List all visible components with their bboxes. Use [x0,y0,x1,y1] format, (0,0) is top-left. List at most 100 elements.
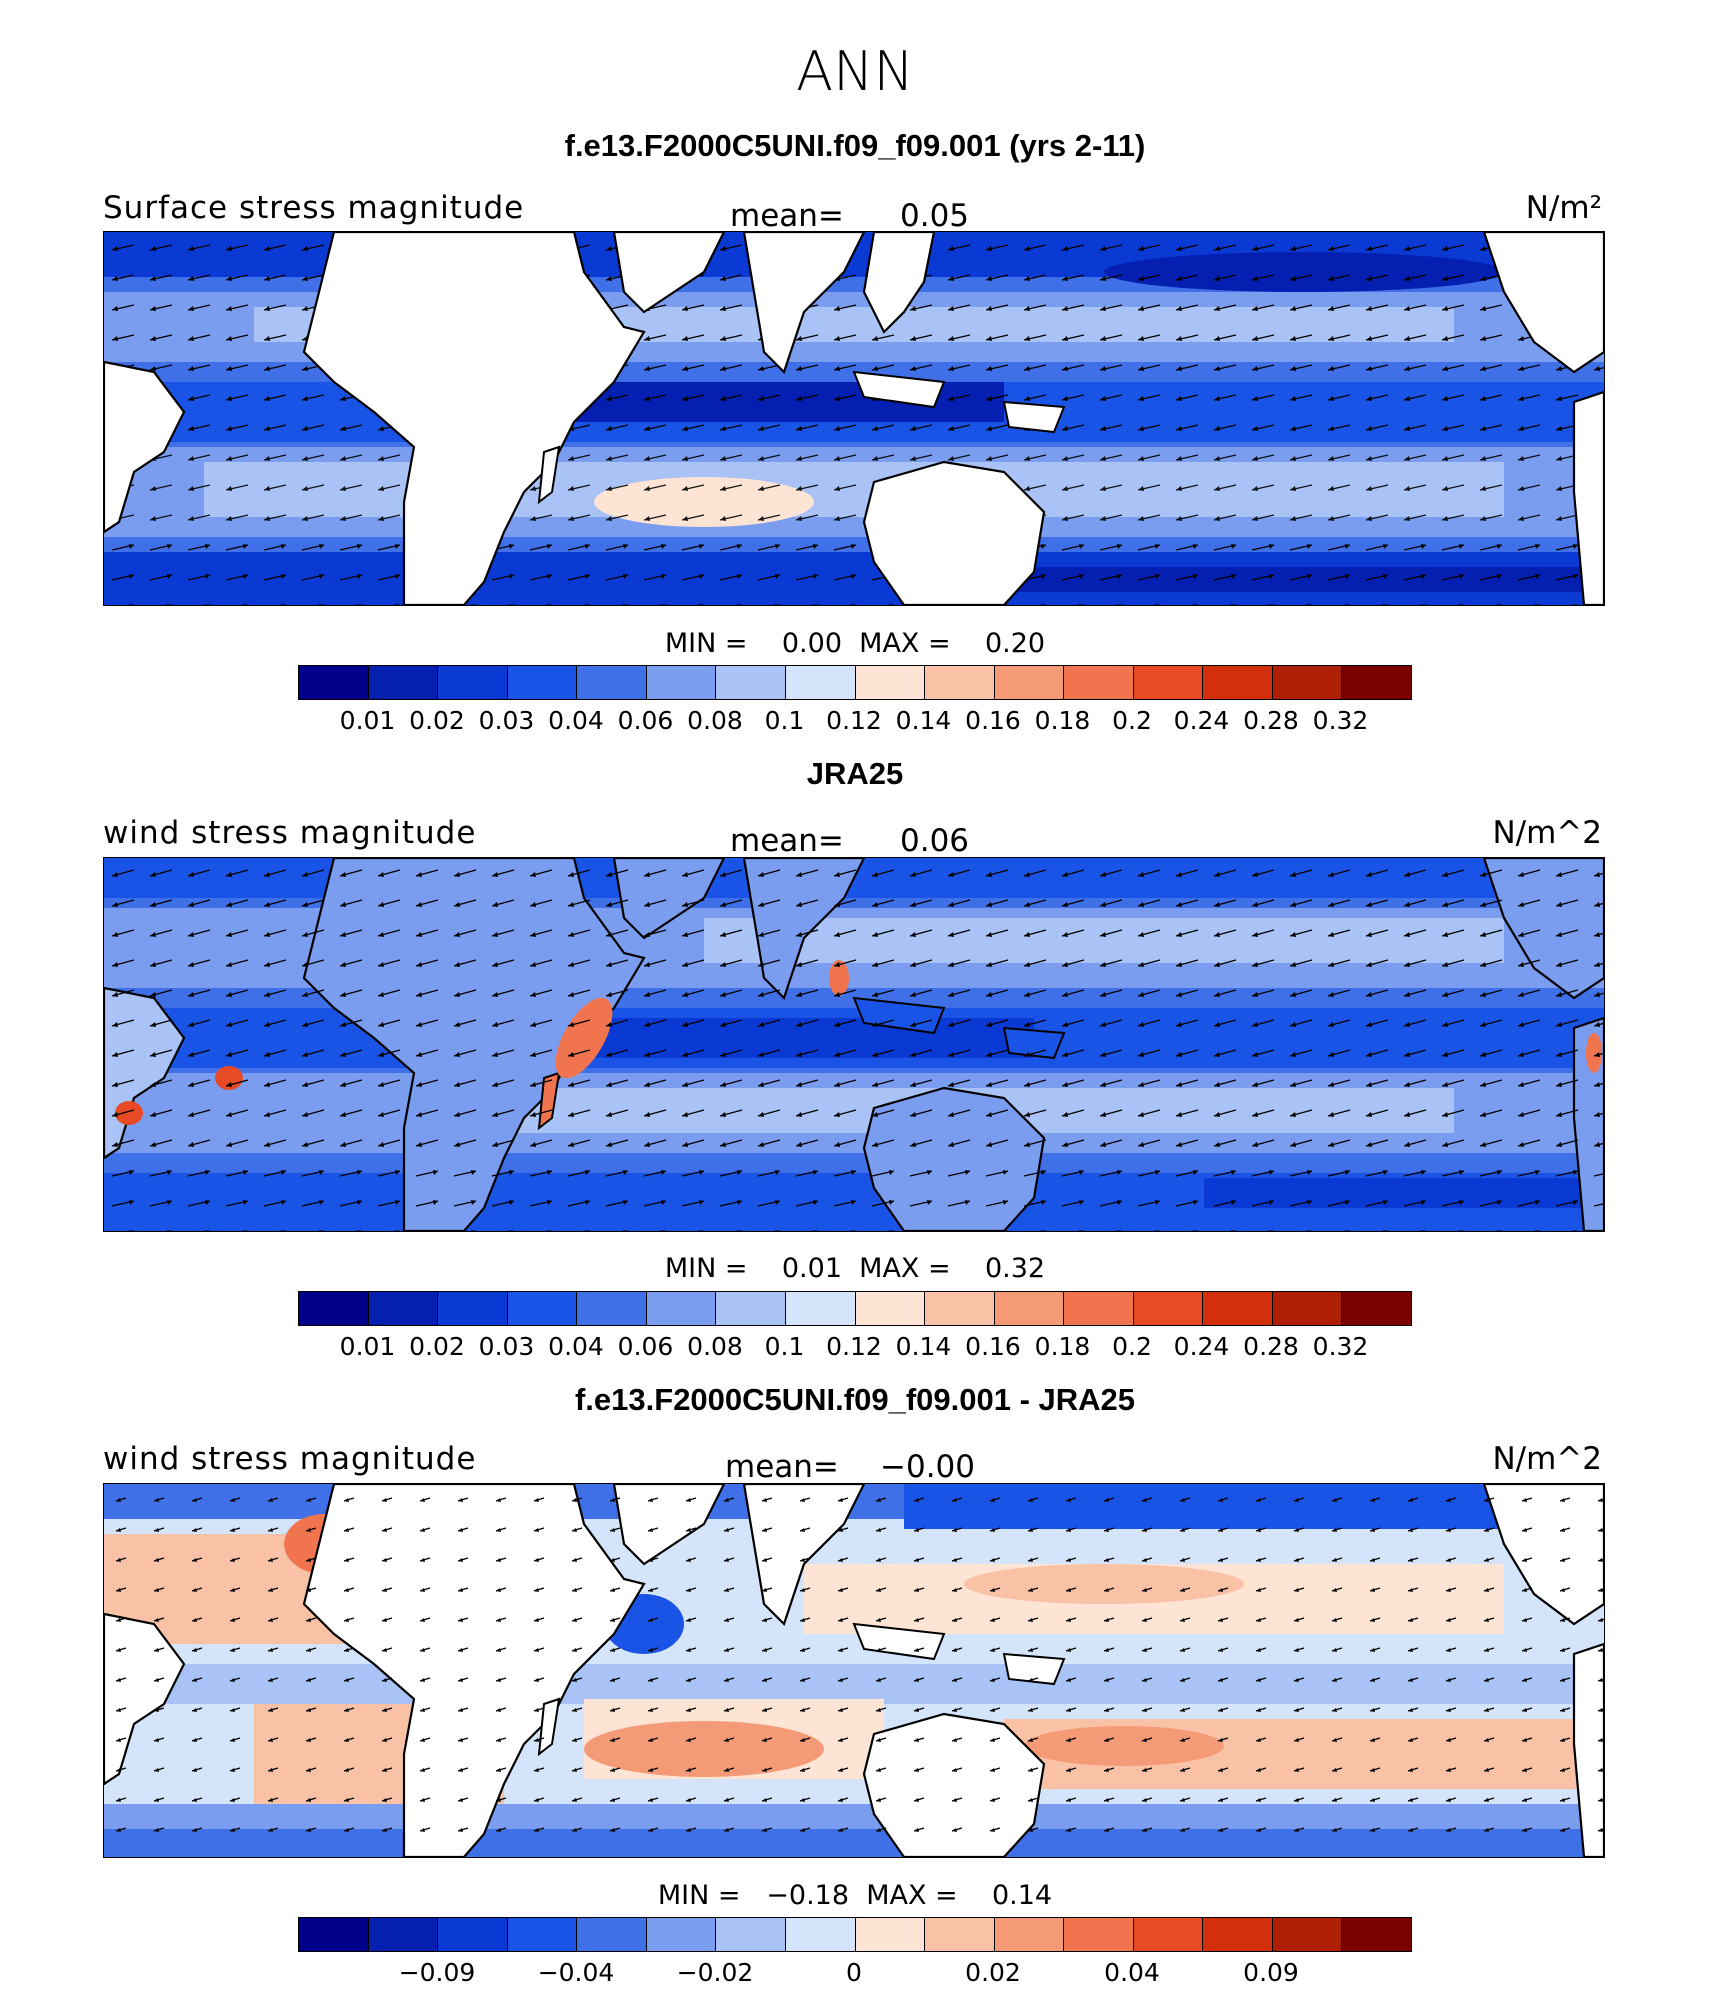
colorbar-swatch [1342,1918,1411,1951]
colorbar-swatch [785,666,856,699]
colorbar-swatch [1203,1292,1273,1325]
colorbar-swatch [577,666,647,699]
panel-1-map [103,231,1605,606]
colorbar-swatch [646,1918,717,1951]
colorbar-swatch [925,666,995,699]
colorbar-swatch [368,666,439,699]
panel-2-units: N/m^2 [1492,815,1602,851]
panel-3-mean-value: −0.00 [880,1449,975,1485]
colorbar-swatch [994,1918,1065,1951]
colorbar-swatch [507,1918,578,1951]
panel-2-variable-label: wind stress magnitude [103,815,477,851]
colorbar-swatch [925,1292,995,1325]
colorbar-tick-label: 0.14 [895,1332,952,1361]
colorbar-swatch [299,666,369,699]
colorbar-tick-label: 0.02 [965,1958,1021,1987]
colorbar-swatch [1272,666,1343,699]
colorbar-tick-label: 0.03 [478,1332,535,1361]
colorbar-tick-label: 0.02 [409,1332,465,1361]
colorbar-swatch [855,1292,926,1325]
panel-3-map [103,1483,1605,1858]
colorbar-swatch [507,1292,578,1325]
colorbar-swatch [994,666,1065,699]
colorbar-swatch [438,666,508,699]
panel-3-colorbar [298,1917,1412,1952]
colorbar-swatch [368,1292,439,1325]
colorbar-swatch [438,1292,508,1325]
panel-3-min-max: MIN = −0.18 MAX = 0.14 [657,1880,1053,1911]
panel-3-map-graphic [104,1484,1604,1857]
colorbar-swatch [1203,1918,1273,1951]
colorbar-tick-label: 0.28 [1243,706,1299,735]
colorbar-tick-label: 0.12 [826,706,882,735]
colorbar-swatch [1133,1918,1204,1951]
panel-1-units: N/m² [1525,190,1602,226]
colorbar-tick-label: −0.04 [537,1958,615,1987]
colorbar-tick-label: −0.02 [676,1958,754,1987]
colorbar-swatch [1272,1918,1343,1951]
colorbar-tick-label: 0.32 [1312,1332,1369,1361]
colorbar-swatch [1342,1292,1411,1325]
colorbar-swatch [925,1918,995,1951]
colorbar-tick-label: 0.09 [1243,1958,1299,1987]
colorbar-tick-label: 0.04 [548,1332,604,1361]
colorbar-swatch [1064,1292,1134,1325]
colorbar-tick-label: 0.04 [1104,1958,1160,1987]
colorbar-tick-label: 0.28 [1243,1332,1299,1361]
colorbar-tick-label: 0.32 [1312,706,1369,735]
colorbar-tick-label: 0.08 [687,1332,743,1361]
panel-3-title: f.e13.F2000C5UNI.f09_f09.001 - JRA25 [574,1382,1136,1417]
figure-title: ANN [796,40,914,103]
colorbar-swatch [438,1918,508,1951]
panel-3-variable-label: wind stress magnitude [103,1441,477,1477]
colorbar-tick-label: 0.08 [687,706,743,735]
colorbar-tick-label: 0.18 [1034,706,1091,735]
colorbar-swatch [1272,1292,1343,1325]
colorbar-swatch [1342,666,1411,699]
colorbar-tick-label: 0.2 [1112,1332,1152,1361]
colorbar-tick-label: 0 [846,1958,862,1987]
colorbar-tick-label: 0.01 [339,1332,396,1361]
colorbar-tick-label: 0.12 [826,1332,882,1361]
colorbar-tick-label: 0.04 [548,706,604,735]
colorbar-swatch [855,666,926,699]
panel-1-min-max: MIN = 0.00 MAX = 0.20 [664,628,1046,659]
colorbar-swatch [1133,666,1204,699]
colorbar-tick-label: 0.1 [764,1332,805,1361]
colorbar-swatch [1203,666,1273,699]
panel-2-map-graphic [104,858,1604,1231]
colorbar-tick-label: 0.2 [1112,706,1152,735]
colorbar-swatch [577,1918,647,1951]
panel-2-colorbar [298,1291,1412,1326]
panel-1-variable-label: Surface stress magnitude [103,190,525,226]
colorbar-swatch [1064,1918,1134,1951]
colorbar-tick-label: 0.06 [617,1332,674,1361]
panel-2-mean-value: 0.06 [900,823,970,859]
colorbar-swatch [994,1292,1065,1325]
panel-1-mean-label: mean= [730,198,844,234]
colorbar-swatch [1133,1292,1204,1325]
colorbar-tick-label: 0.01 [339,706,396,735]
colorbar-swatch [299,1918,369,1951]
colorbar-tick-label: 0.06 [617,706,674,735]
panel-1-map-graphic [104,232,1604,605]
colorbar-swatch [646,666,717,699]
panel-2-mean-label: mean= [730,823,844,859]
panel-2-map [103,857,1605,1232]
panel-2-min-max: MIN = 0.01 MAX = 0.32 [664,1253,1046,1284]
colorbar-swatch [299,1292,369,1325]
panel-2-title: JRA25 [806,756,904,791]
colorbar-tick-label: 0.02 [409,706,465,735]
colorbar-tick-label: 0.16 [965,706,1021,735]
colorbar-swatch [716,1918,786,1951]
colorbar-swatch [785,1292,856,1325]
colorbar-swatch [646,1292,717,1325]
colorbar-swatch [507,666,578,699]
colorbar-tick-label: 0.1 [764,706,805,735]
colorbar-swatch [716,666,786,699]
panel-1-title: f.e13.F2000C5UNI.f09_f09.001 (yrs 2-11) [564,128,1146,163]
panel-1-colorbar [298,665,1412,700]
colorbar-tick-label: 0.14 [895,706,952,735]
colorbar-tick-label: 0.24 [1173,1332,1230,1361]
colorbar-swatch [855,1918,926,1951]
